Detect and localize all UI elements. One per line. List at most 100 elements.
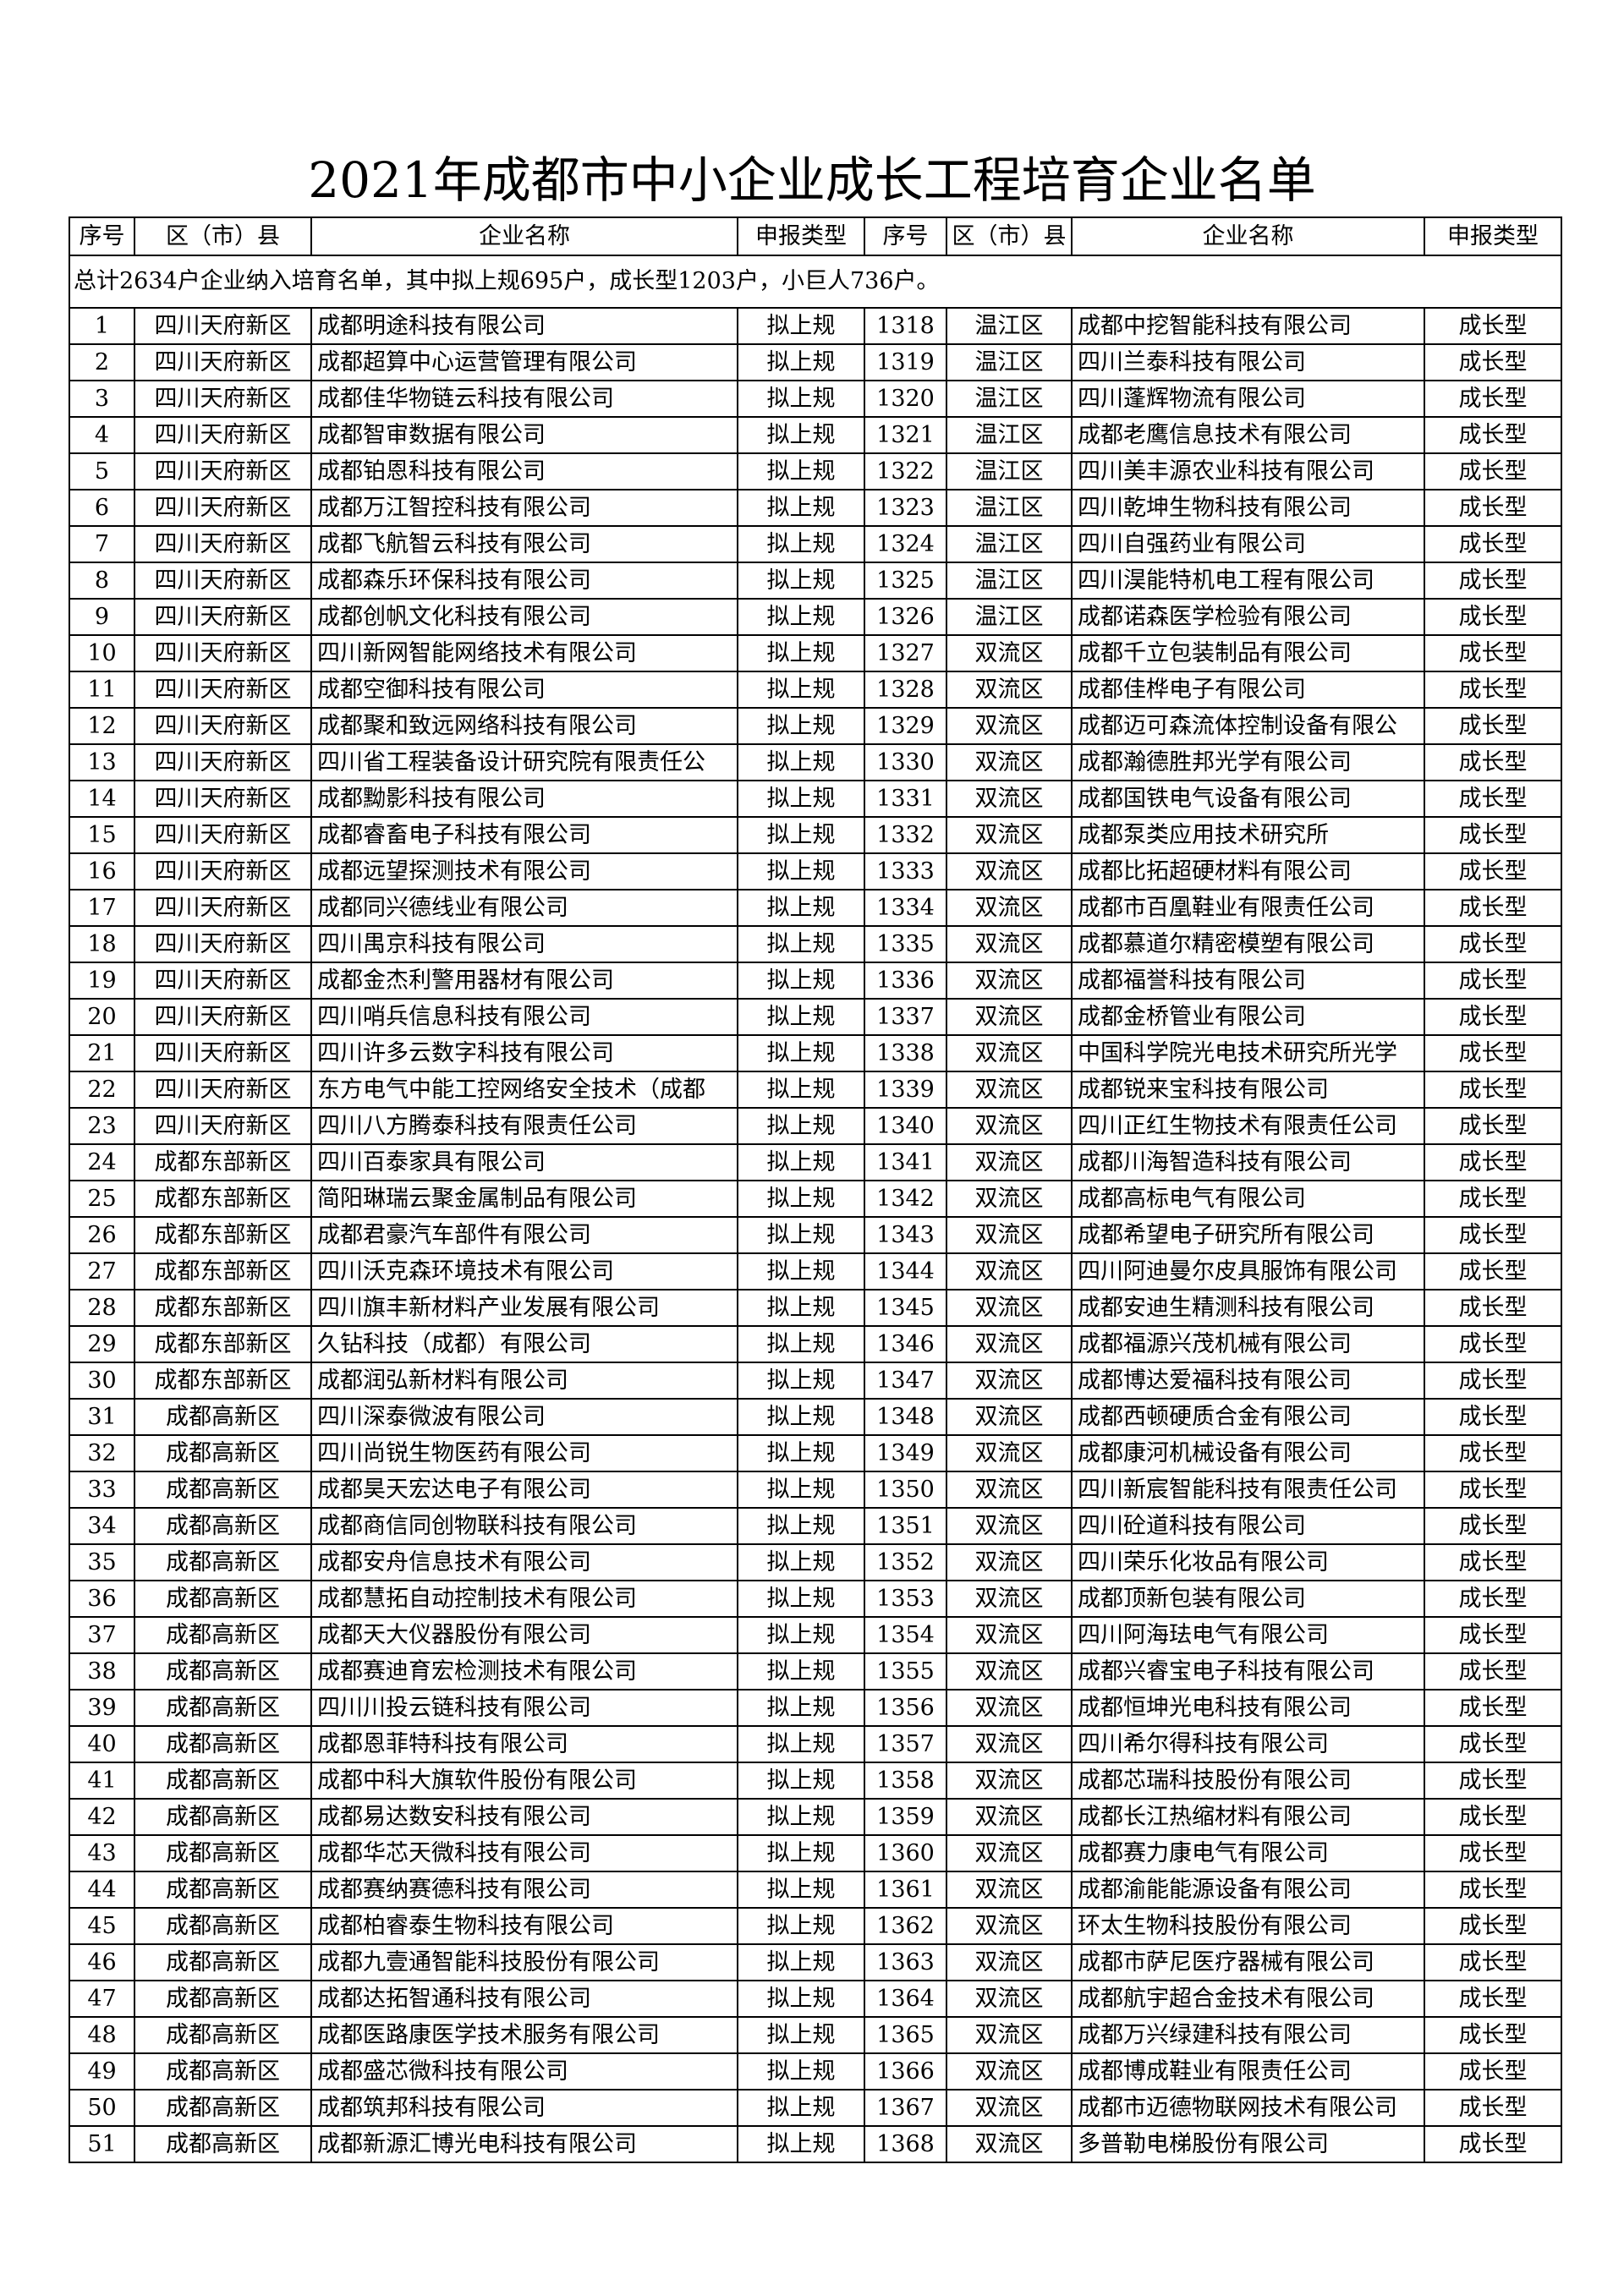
cell-seq-2: 1322 — [864, 452, 947, 490]
cell-district: 成都高新区 — [134, 1652, 312, 1690]
cell-type: 拟上规 — [737, 889, 865, 927]
cell-district: 成都高新区 — [134, 1507, 312, 1545]
cell-district: 四川天府新区 — [134, 525, 312, 563]
cell-seq: 19 — [69, 962, 135, 1000]
cell-type: 拟上规 — [737, 1580, 865, 1618]
cell-type: 拟上规 — [737, 1980, 865, 2018]
cell-company-name: 成都创帆文化科技有限公司 — [310, 598, 738, 636]
table-row: 42 成都高新区 成都易达数安科技有限公司 拟上规 1359 双流区 成都长江热缩材料有限公… — [69, 1798, 1562, 1836]
cell-type-2: 成长型 — [1424, 416, 1562, 454]
cell-seq-2: 1324 — [864, 525, 947, 563]
cell-district: 四川天府新区 — [134, 671, 312, 709]
cell-company-name: 成都铂恩科技有限公司 — [310, 452, 738, 490]
header-company-name-2: 企业名称 — [1071, 216, 1425, 256]
cell-company-name-2: 四川新宸智能科技有限责任公司 — [1071, 1471, 1425, 1509]
cell-company-name: 四川禺京科技有限公司 — [310, 925, 738, 963]
cell-seq: 5 — [69, 452, 135, 490]
cell-company-name-2: 成都泵类应用技术研究所 — [1071, 816, 1425, 854]
cell-seq: 28 — [69, 1289, 135, 1327]
cell-seq: 1 — [69, 307, 135, 345]
header-type: 申报类型 — [737, 216, 865, 256]
cell-district-2: 双流区 — [946, 1980, 1073, 2018]
cell-seq: 33 — [69, 1471, 135, 1509]
cell-district-2: 温江区 — [946, 343, 1073, 381]
cell-district-2: 双流区 — [946, 1434, 1073, 1472]
cell-district: 成都高新区 — [134, 1580, 312, 1618]
cell-district: 成都东部新区 — [134, 1289, 312, 1327]
cell-seq: 43 — [69, 1834, 135, 1872]
cell-company-name-2: 成都安迪生精测科技有限公司 — [1071, 1289, 1425, 1327]
cell-seq-2: 1331 — [864, 780, 947, 818]
cell-type-2: 成长型 — [1424, 1180, 1562, 1218]
cell-seq: 31 — [69, 1398, 135, 1436]
cell-type: 拟上规 — [737, 671, 865, 709]
cell-district-2: 双流区 — [946, 1943, 1073, 1981]
table-row: 6 四川天府新区 成都万江智控科技有限公司 拟上规 1323 温江区 四川乾坤生物科技有限公… — [69, 489, 1562, 527]
cell-company-name: 成都医路康医学技术服务有限公司 — [310, 2016, 738, 2054]
cell-district: 成都高新区 — [134, 1543, 312, 1581]
cell-seq-2: 1335 — [864, 925, 947, 963]
cell-seq-2: 1320 — [864, 380, 947, 418]
cell-company-name: 成都慧拓自动控制技术有限公司 — [310, 1580, 738, 1618]
cell-company-name-2: 成都万兴绿建科技有限公司 — [1071, 2016, 1425, 2054]
header-type-2: 申报类型 — [1424, 216, 1562, 256]
cell-seq-2: 1361 — [864, 1871, 947, 1909]
cell-type-2: 成长型 — [1424, 562, 1562, 600]
cell-district: 四川天府新区 — [134, 416, 312, 454]
cell-company-name: 成都赛迪育宏检测技术有限公司 — [310, 1652, 738, 1690]
cell-company-name: 简阳琳瑞云聚金属制品有限公司 — [310, 1180, 738, 1218]
cell-company-name: 四川省工程装备设计研究院有限责任公 — [310, 743, 738, 781]
table-row: 23 四川天府新区 四川八方腾泰科技有限责任公司 拟上规 1340 双流区 四川正红生物技术… — [69, 1107, 1562, 1145]
cell-type-2: 成长型 — [1424, 1071, 1562, 1109]
cell-district: 成都东部新区 — [134, 1362, 312, 1400]
cell-type: 拟上规 — [737, 998, 865, 1036]
cell-district-2: 双流区 — [946, 852, 1073, 890]
cell-district: 四川天府新区 — [134, 489, 312, 527]
cell-company-name-2: 成都航宇超合金技术有限公司 — [1071, 1980, 1425, 2018]
cell-type-2: 成长型 — [1424, 1216, 1562, 1254]
cell-district-2: 双流区 — [946, 1507, 1073, 1545]
cell-company-name: 成都远望探测技术有限公司 — [310, 852, 738, 890]
cell-district-2: 双流区 — [946, 962, 1073, 1000]
cell-district-2: 双流区 — [946, 2016, 1073, 2054]
cell-seq-2: 1336 — [864, 962, 947, 1000]
cell-type-2: 成长型 — [1424, 816, 1562, 854]
cell-company-name: 成都华芯天微科技有限公司 — [310, 1834, 738, 1872]
table-row: 27 成都东部新区 四川沃克森环境技术有限公司 拟上规 1344 双流区 四川阿迪曼尔皮具服… — [69, 1252, 1562, 1290]
cell-company-name-2: 成都川海智造科技有限公司 — [1071, 1143, 1425, 1181]
cell-seq: 9 — [69, 598, 135, 636]
table-row: 10 四川天府新区 四川新网智能网络技术有限公司 拟上规 1327 双流区 成都千立包装制品… — [69, 634, 1562, 672]
cell-company-name-2: 成都佳桦电子有限公司 — [1071, 671, 1425, 709]
cell-seq: 25 — [69, 1180, 135, 1218]
cell-type-2: 成长型 — [1424, 1252, 1562, 1290]
cell-district: 成都高新区 — [134, 2016, 312, 2054]
cell-company-name: 四川百泰家具有限公司 — [310, 1143, 738, 1181]
cell-district-2: 温江区 — [946, 598, 1073, 636]
cell-company-name-2: 成都希望电子研究所有限公司 — [1071, 1216, 1425, 1254]
cell-company-name-2: 成都恒坤光电科技有限公司 — [1071, 1689, 1425, 1727]
cell-seq-2: 1323 — [864, 489, 947, 527]
table-row: 43 成都高新区 成都华芯天微科技有限公司 拟上规 1360 双流区 成都赛力康电气有限公司… — [69, 1834, 1562, 1872]
cell-district-2: 双流区 — [946, 1034, 1073, 1072]
cell-seq-2: 1342 — [864, 1180, 947, 1218]
cell-type: 拟上规 — [737, 1798, 865, 1836]
cell-seq-2: 1337 — [864, 998, 947, 1036]
cell-district-2: 双流区 — [946, 1689, 1073, 1727]
cell-company-name: 成都新源汇博光电科技有限公司 — [310, 2125, 738, 2163]
table-row: 8 四川天府新区 成都森乐环保科技有限公司 拟上规 1325 温江区 四川淏能特机电工程有限… — [69, 562, 1562, 600]
header-company-name: 企业名称 — [310, 216, 738, 256]
cell-type-2: 成长型 — [1424, 2125, 1562, 2163]
cell-type: 拟上规 — [737, 2052, 865, 2091]
cell-type: 拟上规 — [737, 1834, 865, 1872]
table-row: 20 四川天府新区 四川哨兵信息科技有限公司 拟上规 1337 双流区 成都金桥管业有限公司… — [69, 998, 1562, 1036]
cell-type-2: 成长型 — [1424, 1762, 1562, 1800]
cell-seq: 38 — [69, 1652, 135, 1690]
cell-district: 四川天府新区 — [134, 307, 312, 345]
cell-company-name-2: 成都金桥管业有限公司 — [1071, 998, 1425, 1036]
table-row: 33 成都高新区 成都昊天宏达电子有限公司 拟上规 1350 双流区 四川新宸智能科技有限责… — [69, 1471, 1562, 1509]
cell-type-2: 成长型 — [1424, 1034, 1562, 1072]
header-row: 序号 区（市）县 企业名称 申报类型 序号 区（市）县 企业名称 申报类型 — [69, 216, 1562, 256]
cell-type: 拟上规 — [737, 1762, 865, 1800]
cell-type: 拟上规 — [737, 307, 865, 345]
cell-company-name: 成都九壹通智能科技股份有限公司 — [310, 1943, 738, 1981]
